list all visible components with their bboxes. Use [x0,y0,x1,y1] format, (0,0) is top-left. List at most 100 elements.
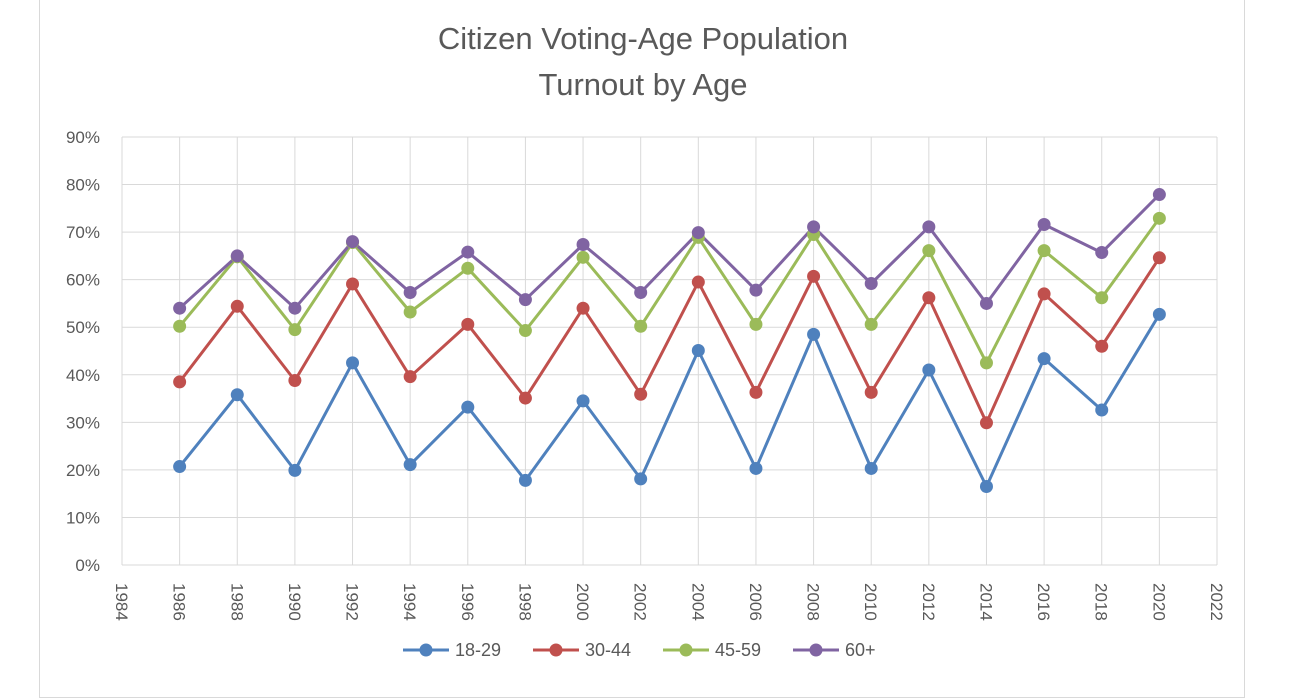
data-point-60+ [288,301,302,315]
data-point-45-59 [288,323,302,337]
data-point-30-44 [230,299,244,313]
series-line-60+ [178,193,1161,310]
data-point-18-29 [807,327,821,341]
data-point-45-59 [979,356,993,370]
series-line-45-59 [178,217,1161,365]
data-point-30-44 [576,301,590,315]
x-tick-label: 1996 [458,583,477,621]
data-point-18-29 [518,473,532,487]
x-tick-label: 2016 [1034,583,1053,621]
data-point-45-59 [1095,291,1109,305]
data-point-30-44 [749,385,763,399]
y-tick-label: 80% [66,176,100,195]
x-tick-label: 2004 [688,583,707,621]
data-point-30-44 [634,387,648,401]
data-point-30-44 [979,416,993,430]
data-point-60+ [634,286,648,300]
data-point-30-44 [922,291,936,305]
data-point-60+ [1037,218,1051,232]
data-point-45-59 [403,305,417,319]
data-point-30-44 [346,277,360,291]
x-tick-label: 2018 [1092,583,1111,621]
data-point-18-29 [979,480,993,494]
data-point-60+ [864,276,878,290]
series-line-30-44 [178,256,1161,425]
data-point-30-44 [691,275,705,289]
y-tick-label: 60% [66,271,100,290]
data-point-18-29 [173,460,187,474]
data-point-45-59 [922,244,936,258]
data-point-45-59 [173,319,187,333]
legend-item-60+: 60+ [793,640,876,660]
x-axis-tick-labels: 1984 1986 1988 1990 1992 1994 1996 1998 2000 2002… [112,583,1226,621]
line-chart: Citizen Voting-Age Population Turnout by… [66,21,1226,660]
x-tick-label: 2008 [804,583,823,621]
data-point-18-29 [1095,403,1109,417]
data-point-18-29 [864,461,878,475]
data-point-30-44 [173,375,187,389]
data-point-18-29 [461,400,475,414]
data-point-45-59 [1152,211,1166,225]
data-point-45-59 [461,261,475,275]
x-tick-label: 2000 [573,583,592,621]
data-point-30-44 [288,373,302,387]
y-tick-label: 70% [66,223,100,242]
data-point-18-29 [1152,307,1166,321]
x-tick-label: 2006 [746,583,765,621]
data-point-60+ [691,226,705,240]
data-point-45-59 [576,250,590,264]
x-tick-label: 1986 [170,583,189,621]
legend-label-60+: 60+ [845,640,876,660]
legend: 18-29 30-44 45-59 60+ [403,640,876,660]
chart-title-line-2: Turnout by Age [538,67,747,102]
y-tick-label: 50% [66,318,100,337]
series-line-18-29 [178,313,1161,488]
x-tick-label: 1984 [112,583,131,621]
grid-lines [121,136,1218,566]
y-tick-label: 30% [66,413,100,432]
data-point-30-44 [807,269,821,283]
legend-label-18-29: 18-29 [455,640,501,660]
y-tick-label: 10% [66,508,100,527]
data-series [173,188,1166,494]
data-point-60+ [576,237,590,251]
x-tick-label: 1992 [343,583,362,621]
legend-marker-18-29 [419,643,433,657]
legend-label-45-59: 45-59 [715,640,761,660]
legend-marker-30-44 [549,643,563,657]
x-tick-label: 2002 [631,583,650,621]
chart-title-line-1: Citizen Voting-Age Population [438,21,848,56]
data-point-60+ [518,293,532,307]
x-tick-label: 1998 [515,583,534,621]
legend-label-30-44: 30-44 [585,640,631,660]
data-point-18-29 [346,356,360,370]
data-point-60+ [461,245,475,259]
data-point-30-44 [864,385,878,399]
x-tick-label: 2010 [861,583,880,621]
data-point-60+ [403,286,417,300]
legend-item-18-29: 18-29 [403,640,501,660]
data-point-60+ [346,235,360,249]
data-point-30-44 [403,370,417,384]
x-tick-label: 2012 [919,583,938,621]
data-point-60+ [1095,246,1109,260]
x-tick-label: 2020 [1149,583,1168,621]
legend-marker-60+ [809,643,823,657]
data-point-18-29 [1037,352,1051,366]
data-point-18-29 [576,394,590,408]
data-point-60+ [1152,188,1166,202]
data-point-18-29 [288,463,302,477]
y-tick-label: 0% [75,556,100,575]
data-point-18-29 [922,363,936,377]
x-tick-label: 1988 [227,583,246,621]
legend-item-45-59: 45-59 [663,640,761,660]
x-tick-label: 1994 [400,583,419,621]
chart-frame: Citizen Voting-Age Population Turnout by… [39,0,1245,698]
x-tick-label: 1990 [285,583,304,621]
data-point-45-59 [864,317,878,331]
x-tick-label: 2014 [976,583,995,621]
data-point-45-59 [518,324,532,338]
data-point-60+ [749,283,763,297]
data-point-60+ [173,301,187,315]
data-point-18-29 [749,461,763,475]
